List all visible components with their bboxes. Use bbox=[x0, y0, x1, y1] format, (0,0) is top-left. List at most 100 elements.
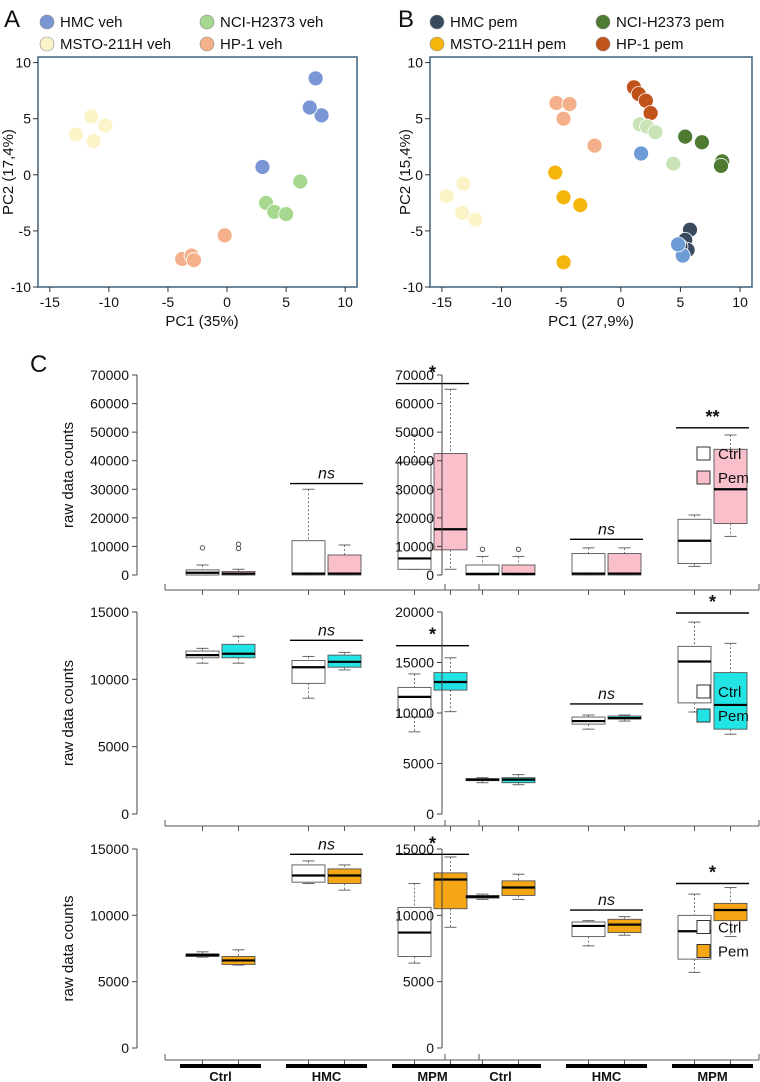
y-tick-label: 10000 bbox=[395, 705, 434, 721]
data-point bbox=[85, 133, 102, 150]
data-point bbox=[547, 164, 564, 181]
data-point bbox=[561, 96, 578, 113]
data-point bbox=[694, 134, 710, 151]
data-point bbox=[555, 189, 572, 206]
outlier-point bbox=[235, 541, 242, 547]
y-tick-label: 0 bbox=[426, 567, 434, 583]
data-point bbox=[665, 155, 682, 172]
y-tick-label: 10000 bbox=[395, 907, 434, 923]
data-point bbox=[438, 188, 455, 205]
data-point bbox=[292, 173, 309, 190]
box bbox=[433, 453, 468, 551]
y-tick-label: 15000 bbox=[90, 604, 129, 620]
y-tick-label: 5 bbox=[23, 111, 31, 127]
legend-label: HMC pem bbox=[450, 14, 518, 31]
data-point bbox=[555, 110, 572, 127]
legend-marker bbox=[595, 36, 611, 52]
legend-label: Ctrl bbox=[718, 684, 741, 701]
x-tick-label: 10 bbox=[337, 294, 353, 310]
box bbox=[291, 864, 326, 883]
box bbox=[571, 921, 606, 938]
box bbox=[607, 553, 642, 576]
category-label: MPM bbox=[697, 1069, 727, 1082]
y-tick-label: 20000 bbox=[90, 510, 129, 526]
data-point bbox=[455, 175, 472, 192]
y-tick-label: 20000 bbox=[395, 604, 434, 620]
y-tick-label: 70000 bbox=[90, 367, 129, 383]
y-tick-label: 5000 bbox=[98, 974, 129, 990]
y-tick-label: 50000 bbox=[395, 424, 434, 440]
box bbox=[713, 448, 748, 525]
outlier-point bbox=[199, 545, 206, 551]
x-tick-label: 5 bbox=[282, 294, 290, 310]
y-tick-label: 70000 bbox=[395, 367, 434, 383]
y-tick-label: 0 bbox=[121, 567, 129, 583]
legend-label: MSTO-211H veh bbox=[60, 36, 171, 53]
box_r3_left-plot: 0 5000 10000 15000 ns * raw data counts Ctrl HMC… bbox=[60, 833, 480, 1082]
significance-label: * bbox=[709, 862, 716, 882]
y-tick-label: 5000 bbox=[98, 739, 129, 755]
box bbox=[607, 918, 642, 934]
panel-letter-a: A bbox=[4, 6, 20, 33]
y-axis-label: raw data counts bbox=[60, 422, 77, 528]
box bbox=[397, 686, 432, 718]
significance-label: ns bbox=[598, 892, 615, 909]
y-tick-label: 30000 bbox=[395, 481, 434, 497]
plot-frame bbox=[37, 56, 358, 288]
pca_b-plot: -15 -10 -5 0 5 10 -10 -5 0 5 10 PC1 (27,9%) PC2 (15,… bbox=[397, 14, 753, 330]
category-label: HMC bbox=[312, 1069, 342, 1082]
data-point bbox=[313, 107, 330, 124]
legend-label: MSTO-211H pem bbox=[450, 36, 566, 53]
box bbox=[571, 553, 606, 576]
significance-label: ns bbox=[318, 622, 335, 639]
y-tick-label: -10 bbox=[11, 279, 31, 295]
y-tick-label: 0 bbox=[415, 167, 423, 183]
legend-marker bbox=[595, 14, 611, 30]
x-tick-label: 0 bbox=[223, 294, 231, 310]
x-tick-label: -10 bbox=[99, 294, 119, 310]
box bbox=[291, 540, 326, 576]
legend-marker bbox=[199, 14, 215, 30]
y-tick-label: 15000 bbox=[90, 841, 129, 857]
outlier-point bbox=[235, 545, 242, 552]
box bbox=[433, 872, 468, 910]
legend-label: NCI-H2373 pem bbox=[616, 14, 724, 31]
legend-label: Pem bbox=[718, 944, 749, 961]
legend-label: Pem bbox=[718, 470, 749, 487]
significance-label: ns bbox=[598, 686, 615, 703]
data-point bbox=[572, 197, 589, 213]
box bbox=[397, 461, 432, 570]
chart-layer: -15 -10 -5 0 5 10 -10 -5 0 5 10 PC1 (35%) PC2 (17,4%… bbox=[0, 14, 760, 1082]
data-point bbox=[186, 252, 202, 268]
y-tick-label: 10000 bbox=[90, 907, 129, 923]
box bbox=[327, 554, 362, 576]
x-tick-label: 10 bbox=[732, 294, 748, 310]
data-point bbox=[642, 105, 659, 121]
x-tick-label: -15 bbox=[40, 294, 60, 310]
data-point bbox=[633, 145, 649, 162]
x-axis-label: PC1 (35%) bbox=[165, 313, 238, 330]
box_r2_right-plot: 0 5000 10000 15000 20000 ns * Ctrl Pem bbox=[395, 592, 760, 831]
box bbox=[501, 564, 536, 576]
y-tick-label: 10000 bbox=[90, 538, 129, 554]
y-tick-label: 60000 bbox=[90, 396, 129, 412]
data-point bbox=[301, 99, 318, 116]
data-point bbox=[548, 95, 565, 111]
data-point bbox=[97, 117, 114, 134]
data-point bbox=[586, 137, 603, 154]
data-point bbox=[254, 159, 271, 175]
y-axis-label: PC2 (17,4%) bbox=[0, 129, 17, 215]
y-tick-label: -5 bbox=[411, 223, 424, 239]
y-axis-label: raw data counts bbox=[60, 660, 77, 766]
category-label: HMC bbox=[592, 1069, 622, 1082]
y-tick-label: 60000 bbox=[395, 396, 434, 412]
data-point bbox=[670, 236, 686, 253]
y-tick-label: 0 bbox=[426, 1040, 434, 1056]
y-tick-label: 20000 bbox=[395, 510, 434, 526]
legend-swatch-pem bbox=[696, 944, 711, 958]
legend-marker bbox=[39, 36, 55, 52]
legend-swatch-pem bbox=[696, 470, 711, 485]
legend-label: Ctrl bbox=[718, 920, 741, 937]
category-label: Ctrl bbox=[209, 1069, 231, 1082]
data-point bbox=[713, 157, 729, 174]
